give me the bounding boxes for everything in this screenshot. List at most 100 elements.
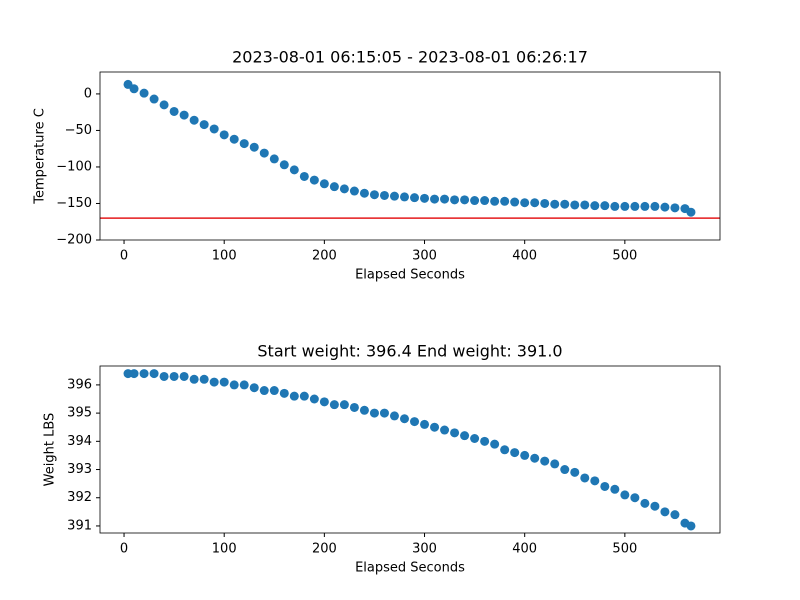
point: [369, 190, 379, 200]
point: [299, 391, 309, 401]
point: [139, 369, 149, 379]
point: [229, 380, 239, 390]
point: [179, 110, 189, 120]
point: [420, 193, 430, 203]
point: [169, 371, 179, 381]
y-tick-label: 0: [84, 86, 92, 101]
point: [590, 476, 600, 486]
x-tick-label: 400: [512, 249, 537, 264]
point: [189, 115, 199, 125]
y-tick-label: −150: [56, 196, 92, 211]
point: [670, 203, 680, 213]
point: [249, 383, 259, 393]
point: [289, 165, 299, 175]
point: [600, 481, 610, 491]
point: [610, 484, 620, 494]
point: [540, 198, 550, 208]
point: [279, 160, 289, 170]
y-tick-label: 393: [67, 462, 92, 477]
point: [389, 411, 399, 421]
point: [289, 391, 299, 401]
point: [686, 521, 696, 531]
point: [349, 402, 359, 412]
x-tick-label: 100: [212, 249, 237, 264]
point: [149, 94, 159, 104]
point: [470, 433, 480, 443]
y-tick-label: 391: [67, 518, 92, 533]
point: [600, 201, 610, 211]
y-axis-label: Temperature C: [33, 108, 48, 205]
plot-frame: [99, 365, 721, 534]
point: [580, 473, 590, 483]
point: [189, 374, 199, 384]
point: [329, 182, 339, 192]
point: [440, 194, 450, 204]
point: [530, 198, 540, 208]
point: [490, 196, 500, 206]
x-tick-label: 500: [612, 542, 637, 557]
point: [379, 408, 389, 418]
point: [520, 198, 530, 208]
point: [500, 196, 510, 206]
point: [490, 439, 500, 449]
point: [249, 142, 259, 152]
point: [349, 186, 359, 196]
point: [460, 195, 470, 205]
point: [510, 197, 520, 207]
point: [329, 400, 339, 410]
x-tick-label: 500: [612, 249, 637, 264]
y-tick-label: 392: [67, 490, 92, 505]
plot-frame: [99, 71, 721, 241]
point: [430, 194, 440, 204]
y-tick-label: −50: [65, 123, 92, 138]
y-axis-label: Weight LBS: [43, 413, 58, 487]
point: [369, 408, 379, 418]
point: [450, 195, 460, 205]
point: [580, 200, 590, 210]
point: [239, 380, 249, 390]
point: [650, 201, 660, 211]
point: [460, 431, 470, 441]
point: [259, 386, 269, 396]
point: [219, 377, 229, 387]
point: [299, 171, 309, 181]
point: [309, 394, 319, 404]
point: [359, 405, 369, 415]
point: [129, 369, 139, 379]
x-tick-label: 0: [120, 542, 128, 557]
point: [420, 419, 430, 429]
point: [139, 88, 149, 98]
x-tick-label: 300: [412, 542, 437, 557]
point: [540, 456, 550, 466]
point: [199, 120, 209, 130]
point: [259, 148, 269, 158]
point: [339, 184, 349, 194]
x-tick-label: 200: [312, 542, 337, 557]
point: [269, 154, 279, 164]
point: [650, 501, 660, 511]
point: [620, 490, 630, 500]
point: [179, 371, 189, 381]
x-tick-label: 200: [312, 249, 337, 264]
point: [590, 201, 600, 211]
point: [159, 371, 169, 381]
x-tick-label: 0: [120, 249, 128, 264]
y-tick-label: 396: [67, 377, 92, 392]
point: [129, 84, 139, 94]
x-axis-label: Elapsed Seconds: [355, 268, 465, 283]
point: [550, 459, 560, 469]
x-tick-label: 300: [412, 249, 437, 264]
y-tick-label: −100: [56, 159, 92, 174]
point: [670, 510, 680, 520]
point: [399, 414, 409, 424]
point: [550, 199, 560, 209]
x-tick-label: 100: [212, 542, 237, 557]
point: [239, 139, 249, 149]
point: [410, 193, 420, 203]
y-tick-label: 394: [67, 434, 92, 449]
point: [149, 369, 159, 379]
x-axis-label: Elapsed Seconds: [355, 561, 465, 576]
x-tick-label: 400: [512, 542, 537, 557]
point: [319, 397, 329, 407]
